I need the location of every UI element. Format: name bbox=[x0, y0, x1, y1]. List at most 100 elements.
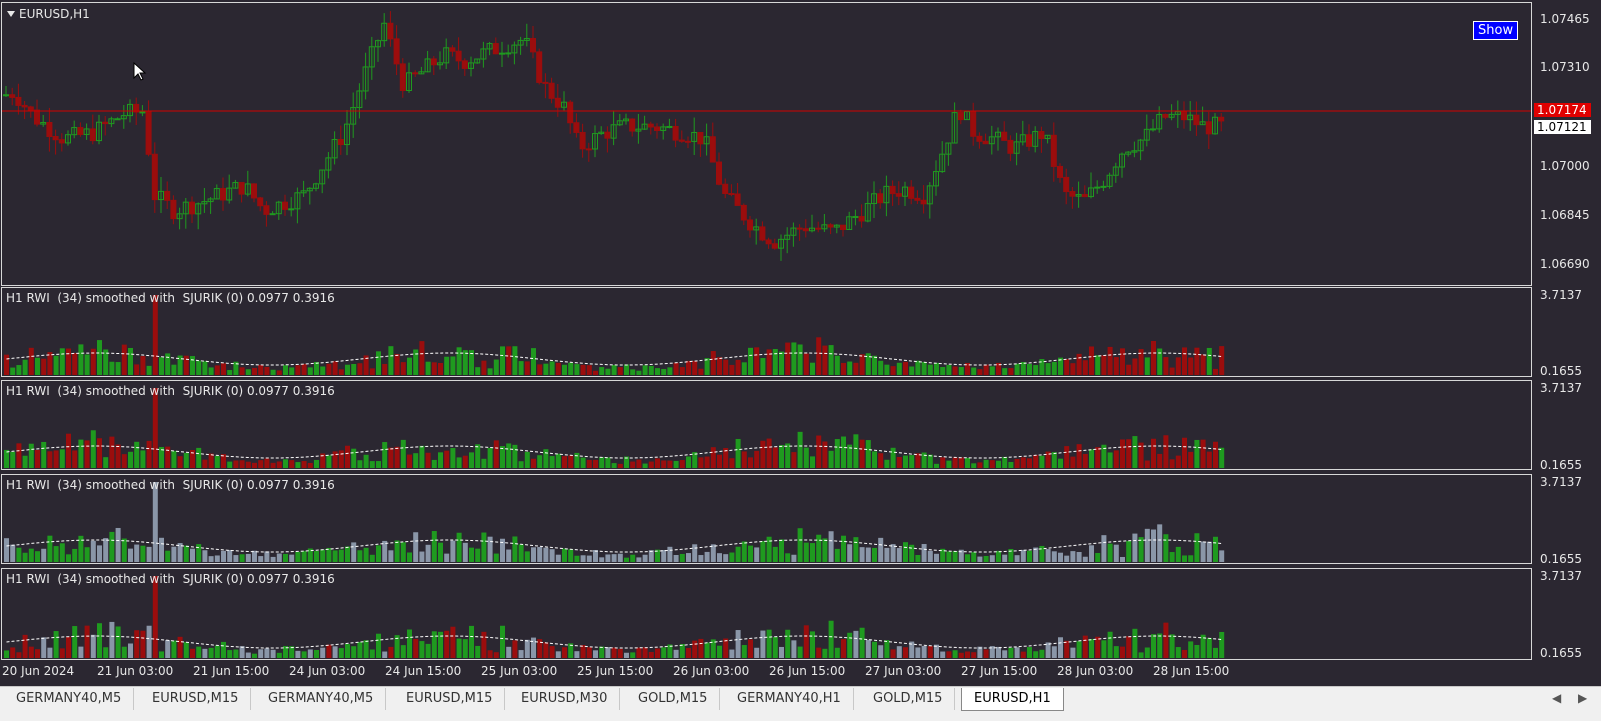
tab-germany40-m5[interactable]: GERMANY40,M5 bbox=[256, 688, 387, 710]
candle-body bbox=[654, 126, 660, 131]
tab-eurusd-h1[interactable]: EURUSD,H1 bbox=[961, 688, 1064, 711]
histogram-bar bbox=[909, 544, 915, 562]
histogram-bar bbox=[580, 457, 586, 468]
price-tick: 1.07000 bbox=[1540, 159, 1590, 173]
histogram-bar bbox=[686, 553, 691, 562]
scroll-left-icon[interactable]: ◀ bbox=[1552, 691, 1562, 705]
histogram-bar bbox=[438, 362, 443, 375]
histogram-bar bbox=[128, 643, 133, 658]
candle-body bbox=[672, 125, 679, 141]
histogram-bar bbox=[717, 645, 722, 658]
histogram-bar bbox=[810, 631, 815, 658]
indicator-min: 0.1655 bbox=[1540, 458, 1582, 472]
candlestick-chart[interactable] bbox=[2, 3, 1532, 286]
tab-eurusd-m15[interactable]: EURUSD,M15 bbox=[140, 688, 252, 710]
histogram-bar bbox=[934, 644, 939, 658]
histogram-bar bbox=[314, 459, 319, 468]
histogram-bar bbox=[710, 351, 716, 375]
candle-body bbox=[182, 201, 189, 215]
indicator-pane-4[interactable]: H1 RWI (34) smoothed with SJURIK (0) 0.0… bbox=[1, 568, 1532, 660]
indicator-pane-3[interactable]: H1 RWI (34) smoothed with SJURIK (0) 0.0… bbox=[1, 474, 1532, 564]
smoothed-signal-line bbox=[6, 445, 1222, 459]
histogram-bar bbox=[252, 367, 257, 375]
histogram-bar bbox=[803, 542, 809, 562]
histogram-bar bbox=[1051, 551, 1057, 562]
histogram-bar bbox=[1194, 347, 1200, 375]
histogram-bar bbox=[1113, 544, 1119, 562]
histogram-bar bbox=[382, 540, 388, 562]
histogram-bar bbox=[1200, 634, 1206, 658]
time-label: 20 Jun 2024 bbox=[2, 664, 75, 678]
histogram-bar bbox=[47, 352, 53, 375]
histogram-bar bbox=[760, 358, 766, 375]
histogram-bar bbox=[822, 345, 828, 375]
indicator-max: 3.7137 bbox=[1540, 569, 1582, 583]
histogram-bar bbox=[301, 551, 307, 562]
histogram-bar bbox=[586, 647, 592, 658]
histogram-bar bbox=[183, 355, 189, 375]
candle-body bbox=[1168, 113, 1175, 118]
tab-eurusd-m30[interactable]: EURUSD,M30 bbox=[509, 688, 621, 710]
show-button[interactable]: Show bbox=[1473, 21, 1519, 40]
indicator-pane-2[interactable]: H1 RWI (34) smoothed with SJURIK (0) 0.0… bbox=[1, 380, 1532, 470]
candle-body bbox=[294, 192, 301, 210]
candle-body bbox=[1001, 131, 1008, 141]
histogram-bar bbox=[1163, 357, 1169, 375]
candle-body bbox=[58, 139, 65, 144]
indicator-pane-1[interactable]: H1 RWI (34) smoothed with SJURIK (0) 0.0… bbox=[1, 287, 1532, 377]
histogram-bar bbox=[258, 364, 264, 375]
histogram-bar bbox=[717, 454, 722, 468]
tab-gold-m15[interactable]: GOLD,M15 bbox=[626, 688, 721, 710]
tab-germany40-h1[interactable]: GERMANY40,H1 bbox=[725, 688, 854, 710]
histogram-bar bbox=[1194, 644, 1200, 658]
histogram-bar bbox=[1076, 444, 1082, 468]
histogram-bar bbox=[791, 554, 797, 562]
price-tick: 1.07465 bbox=[1540, 12, 1590, 26]
histogram-bar bbox=[413, 453, 419, 468]
histogram-bar bbox=[890, 447, 896, 468]
histogram-bar bbox=[934, 362, 939, 375]
histogram-bar bbox=[97, 545, 102, 562]
histogram-bar bbox=[1200, 354, 1206, 375]
candle-body bbox=[319, 169, 326, 185]
price-chart-pane[interactable]: EURUSD,H1 Show bbox=[1, 2, 1532, 286]
candle-body bbox=[1150, 128, 1156, 131]
collapse-triangle-icon[interactable] bbox=[7, 11, 15, 17]
candle-body bbox=[883, 185, 890, 204]
candle-body bbox=[486, 43, 493, 50]
histogram-bar bbox=[667, 546, 673, 562]
histogram-bar bbox=[183, 642, 189, 658]
histogram-bar bbox=[1058, 637, 1063, 658]
histogram-bar bbox=[382, 651, 388, 658]
histogram-bar bbox=[487, 536, 493, 562]
histogram-bar bbox=[388, 447, 394, 468]
histogram-bar bbox=[921, 361, 927, 375]
candle-body bbox=[34, 109, 40, 125]
histogram-bar bbox=[78, 535, 84, 562]
histogram-bar bbox=[816, 647, 822, 658]
histogram-bar bbox=[177, 636, 183, 658]
histogram-bar bbox=[853, 537, 859, 562]
histogram-bar bbox=[921, 544, 927, 562]
histogram-bar bbox=[289, 460, 295, 468]
scroll-right-icon[interactable]: ▶ bbox=[1578, 691, 1588, 705]
histogram-bar bbox=[698, 638, 704, 658]
tab-germany40-m5[interactable]: GERMANY40,M5 bbox=[4, 688, 135, 710]
histogram-bar bbox=[121, 344, 127, 375]
histogram-bar bbox=[983, 649, 989, 658]
chart-title[interactable]: EURUSD,H1 bbox=[7, 7, 90, 21]
candle-body bbox=[920, 199, 927, 205]
candle-body bbox=[114, 118, 121, 121]
candle-body bbox=[765, 239, 772, 245]
tab-eurusd-m15[interactable]: EURUSD,M15 bbox=[394, 688, 506, 710]
candle-body bbox=[951, 112, 958, 144]
histogram-bar bbox=[896, 646, 902, 658]
histogram-bar bbox=[580, 645, 586, 658]
tab-gold-m15[interactable]: GOLD,M15 bbox=[861, 688, 956, 710]
histogram-bar bbox=[617, 367, 623, 375]
histogram-bar bbox=[946, 460, 952, 468]
histogram-bar bbox=[419, 445, 425, 468]
histogram-bar bbox=[971, 652, 977, 658]
histogram-bar bbox=[1045, 363, 1051, 375]
histogram-bar bbox=[1175, 546, 1181, 562]
